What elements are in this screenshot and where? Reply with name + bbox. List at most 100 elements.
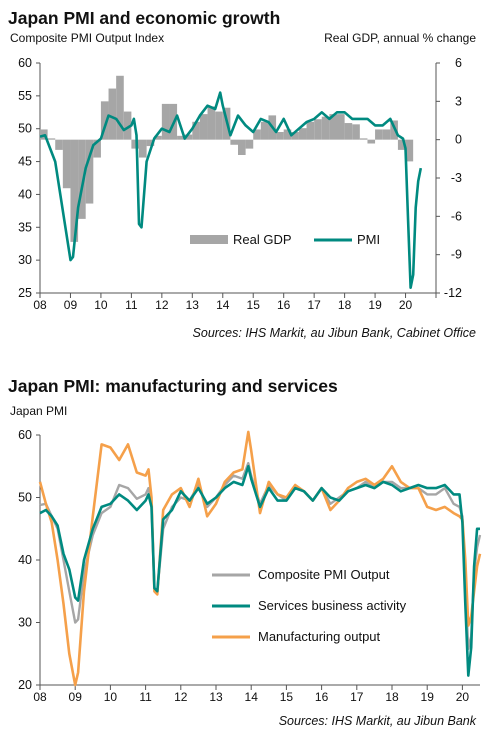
gdp-bar [314, 119, 322, 140]
x-tick-label: 19 [421, 690, 435, 704]
composite-pmi-line [39, 461, 482, 650]
gdp-bar [321, 116, 330, 140]
x-tick-label: 08 [33, 690, 47, 704]
chart2-source: Sources: IHS Markit, au Jibun Bank [278, 714, 476, 728]
x-tick-label: 18 [385, 690, 399, 704]
gdp-bar [116, 75, 124, 140]
pmi-line [39, 91, 423, 290]
legend-label-pmi: PMI [357, 232, 380, 247]
x-tick-label: 18 [338, 298, 352, 312]
gdp-bar [70, 139, 79, 242]
gdp-bar [62, 139, 71, 189]
y-tick-label-left: 45 [18, 155, 32, 169]
x-tick-label: 12 [174, 690, 188, 704]
gdp-bar [230, 139, 238, 145]
gdp-bar [93, 139, 101, 158]
y-tick-label: 50 [18, 491, 32, 505]
gdp-bar [397, 139, 406, 150]
gdp-bar [298, 128, 307, 140]
gdp-bar [131, 139, 139, 149]
x-tick-label: 10 [104, 690, 118, 704]
gdp-bar [359, 138, 368, 140]
legend-composite-pmi-label: Composite PMI Output [258, 567, 390, 582]
gdp-bar [291, 132, 299, 140]
gdp-bar [123, 111, 132, 140]
y-tick-label: 60 [18, 428, 32, 442]
gdp-bar [238, 139, 246, 155]
legend-label-real-gdp: Real GDP [233, 232, 292, 247]
gdp-bar [375, 129, 383, 140]
gdp-bar [344, 123, 353, 140]
gdp-bar [78, 139, 86, 219]
chart1-source: Sources: IHS Markit, au Jibun Bank, Cabi… [192, 326, 476, 340]
manufacturing-line [38, 430, 482, 687]
legend-services-label: Services business activity [258, 598, 407, 613]
y-tick-label-right: -9 [451, 248, 462, 262]
gdp-bar [260, 121, 269, 140]
x-tick-label: 20 [399, 298, 413, 312]
gdp-bar [382, 129, 391, 140]
services-line [39, 464, 480, 677]
gdp-bar [215, 111, 223, 140]
y-tick-label: 40 [18, 553, 32, 567]
gdp-bar [207, 106, 216, 140]
gdp-bar [367, 139, 376, 144]
x-tick-label: 19 [368, 298, 382, 312]
x-tick-label: 09 [69, 690, 83, 704]
y-tick-label-right: 3 [455, 94, 462, 108]
gdp-bar [199, 114, 208, 140]
y-tick-label-right: -3 [451, 171, 462, 185]
y-tick-label-right: -6 [451, 209, 462, 223]
chart1-title: Japan PMI and economic growth [8, 8, 281, 28]
x-tick-label: 17 [350, 690, 364, 704]
x-tick-label: 20 [456, 690, 470, 704]
gdp-bar [100, 101, 109, 140]
y-tick-label-left: 55 [18, 89, 32, 103]
x-tick-label: 15 [247, 298, 261, 312]
gdp-bar [139, 139, 147, 158]
x-tick-label: 16 [315, 690, 329, 704]
legend-swatch-real-gdp [190, 235, 228, 244]
chart2-title: Japan PMI: manufacturing and services [8, 376, 338, 396]
gdp-bar [55, 139, 63, 150]
x-tick-label: 11 [125, 298, 138, 312]
gdp-bar [245, 139, 254, 149]
gdp-bar [146, 139, 155, 147]
x-tick-label: 13 [186, 298, 200, 312]
y-tick-label: 20 [18, 678, 32, 692]
y-tick-label-left: 25 [18, 286, 32, 300]
gdp-bar [47, 138, 56, 140]
x-tick-label: 16 [277, 298, 291, 312]
gdp-bar [108, 88, 117, 140]
chart1-right-axis-label: Real GDP, annual % change [324, 31, 476, 45]
gdp-bar [283, 129, 292, 140]
x-tick-label: 13 [209, 690, 223, 704]
x-tick-label: 09 [64, 298, 78, 312]
gdp-bar [276, 132, 284, 140]
gdp-bar [405, 139, 414, 162]
y-tick-label-right: 6 [455, 56, 462, 70]
x-tick-label: 14 [245, 690, 259, 704]
y-tick-label-left: 60 [18, 56, 32, 70]
gdp-bar [337, 114, 345, 140]
gdp-bar [329, 114, 337, 140]
x-tick-label: 17 [307, 298, 321, 312]
x-tick-label: 15 [280, 690, 294, 704]
x-tick-label: 12 [155, 298, 169, 312]
y-tick-label-left: 35 [18, 220, 32, 234]
x-tick-label: 10 [94, 298, 108, 312]
chart1-left-axis-label: Composite PMI Output Index [10, 31, 165, 45]
gdp-bar [85, 139, 94, 204]
x-tick-label: 11 [139, 690, 152, 704]
gdp-bar [161, 103, 170, 140]
gdp-bar [177, 135, 185, 140]
chart2-axis-label: Japan PMI [10, 404, 68, 418]
x-tick-label: 08 [33, 298, 47, 312]
x-tick-label: 14 [216, 298, 230, 312]
y-tick-label-left: 50 [18, 122, 32, 136]
y-tick-label-left: 30 [18, 253, 32, 267]
gdp-bar [253, 129, 261, 140]
y-tick-label-right: 0 [455, 133, 462, 147]
